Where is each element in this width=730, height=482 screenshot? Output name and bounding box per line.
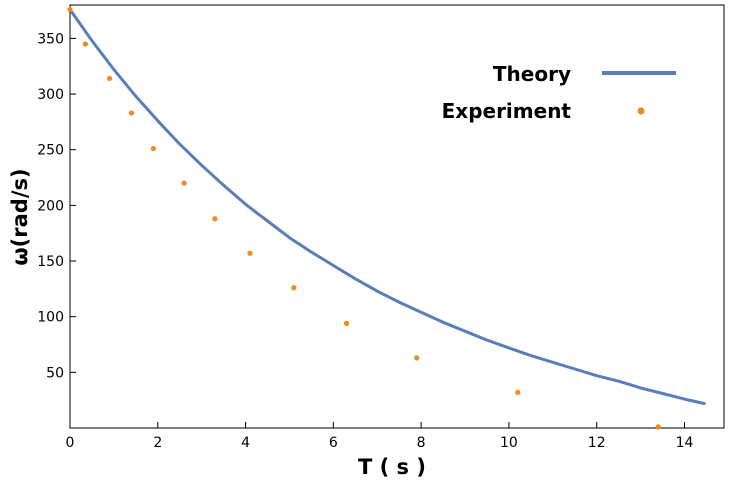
plot-area (67, 6, 706, 430)
x-tick-label: 6 (329, 435, 338, 451)
x-tick-label: 0 (66, 435, 75, 451)
y-axis: 50 100 150 200 250 300 350 (37, 31, 76, 381)
experiment-point (655, 424, 661, 430)
legend: Theory Experiment (442, 62, 676, 123)
y-tick-label: 50 (46, 365, 64, 381)
x-tick-label: 2 (153, 435, 162, 451)
plot-frame (69, 4, 725, 429)
y-tick-label: 300 (37, 87, 64, 103)
x-axis-title: T ( s ) (358, 455, 426, 479)
x-tick-label: 4 (241, 435, 250, 451)
experiment-point (150, 145, 156, 152)
y-tick-label: 150 (37, 254, 64, 270)
experiment-point (82, 41, 88, 47)
experiment-point (212, 216, 218, 222)
y-tick-label: 350 (37, 31, 64, 47)
x-tick-label: 8 (417, 435, 426, 451)
experiment-point (343, 320, 350, 326)
x-tick-label: 10 (500, 435, 518, 451)
legend-swatch-experiment (637, 107, 645, 115)
experiment-point (128, 110, 135, 116)
experiment-point (181, 180, 187, 186)
legend-label-experiment: Experiment (442, 99, 572, 123)
x-axis: 0 2 4 6 8 10 12 14 (66, 422, 694, 451)
experiment-point (515, 389, 521, 395)
y-axis-title: ω(rad/s) (8, 168, 32, 265)
legend-label-theory: Theory (493, 62, 571, 86)
experiment-point (67, 6, 73, 13)
y-tick-label: 250 (37, 143, 64, 159)
x-tick-label: 14 (676, 435, 694, 451)
y-tick-label: 200 (37, 198, 64, 214)
y-tick-label: 100 (37, 310, 64, 326)
experiment-point (291, 285, 297, 291)
theory-line (68, 8, 706, 405)
experiment-point (247, 250, 253, 256)
experiment-point (106, 75, 113, 82)
x-tick-label: 12 (588, 435, 606, 451)
experiment-point (414, 355, 420, 361)
